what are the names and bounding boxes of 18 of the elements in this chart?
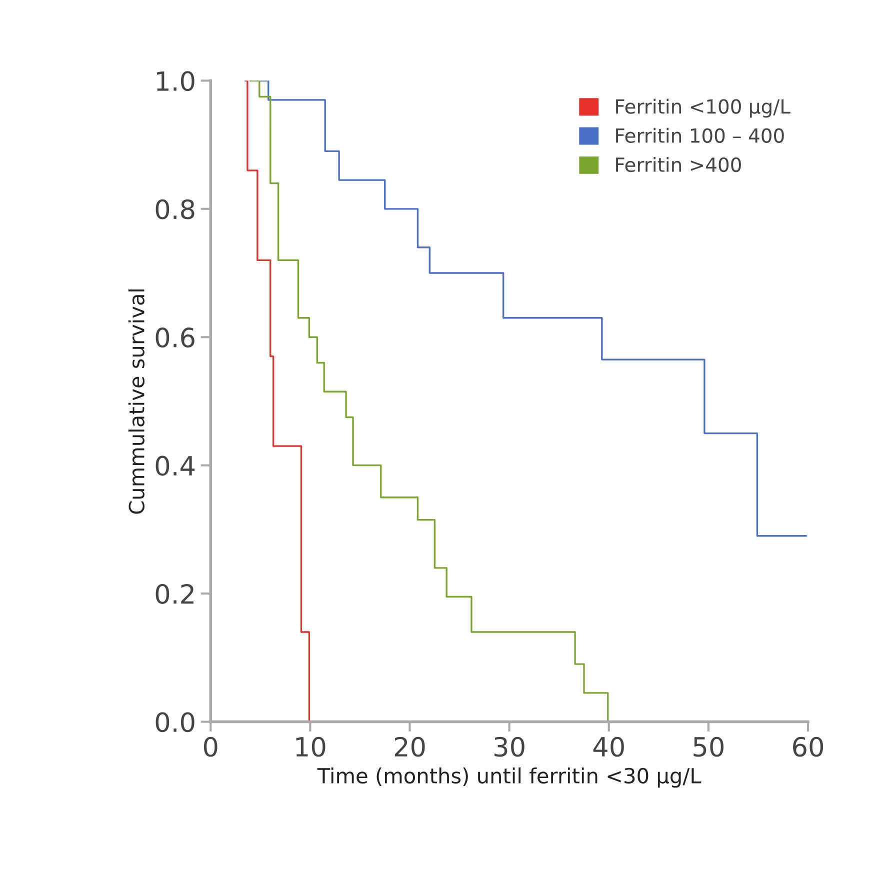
x-tick-label: 30 <box>494 736 524 757</box>
y-tick-label: 0.0 <box>156 712 194 732</box>
legend-label: Ferritin 100 – 400 <box>616 128 784 143</box>
y-axis-title: Cummulative survival <box>128 289 144 514</box>
y-tick-label: 0.8 <box>156 199 194 220</box>
x-tick-label: 10 <box>296 736 326 757</box>
x-tick-label: 0 <box>204 736 218 757</box>
x-tick-label: 50 <box>694 736 724 757</box>
y-tick-label: 0.2 <box>156 584 194 604</box>
x-tick-label: 20 <box>394 736 425 757</box>
y-tick-label: 1.0 <box>156 71 194 92</box>
y-tick-label: 0.4 <box>156 456 195 476</box>
legend-label: Ferritin >400 <box>616 157 741 172</box>
y-tick-label: 0.6 <box>156 328 194 348</box>
legend-label: Ferritin <100 μg/L <box>616 98 790 118</box>
x-tick-label: 60 <box>793 736 824 757</box>
x-axis-title: Time (months) until ferritin <30 μg/L <box>317 767 702 788</box>
x-tick-label: 40 <box>593 736 624 757</box>
